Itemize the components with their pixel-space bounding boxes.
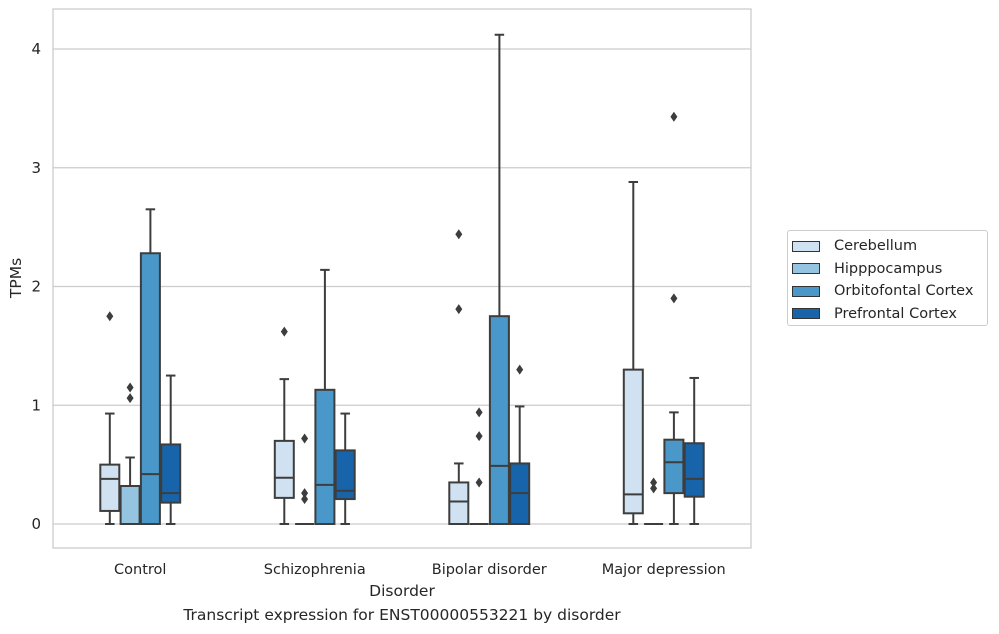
box-plots: [99, 33, 705, 525]
legend-item: Hipppocampus: [792, 258, 987, 281]
box-orbitofontal-cortex: [139, 208, 161, 525]
legend-label: Hipppocampus: [834, 260, 943, 277]
box-hipppocampus: [469, 407, 489, 525]
legend-swatch: [792, 308, 820, 320]
box-hipppocampus: [644, 477, 664, 525]
y-axis-label: TPMs: [7, 258, 25, 299]
box-iqr: [119, 485, 141, 525]
outlier-point: [301, 433, 309, 444]
y-tick-labels: 0 1 2 3 4: [31, 40, 41, 533]
box-orbitofontal-cortex: [488, 33, 510, 525]
box-prefrontal-cortex: [509, 364, 531, 525]
y-tick-label: 0: [31, 515, 41, 533]
x-tick-label: Control: [114, 562, 166, 578]
x-tick-label: Schizophrenia: [264, 562, 366, 578]
outlier-point: [475, 477, 483, 488]
outlier-point: [516, 364, 524, 375]
legend-item: Orbitofontal Cortex: [792, 280, 987, 303]
legend-item: Cerebellum: [792, 235, 987, 258]
y-tick-label: 2: [31, 278, 41, 296]
outlier-point: [301, 488, 309, 499]
outlier-point: [301, 494, 309, 505]
box-orbitofontal-cortex: [663, 111, 685, 525]
box-iqr: [160, 443, 182, 504]
outlier-point: [106, 311, 114, 322]
box-iqr: [683, 442, 705, 498]
outlier-point: [455, 304, 463, 315]
legend-swatch: [792, 285, 820, 297]
box-iqr: [99, 463, 121, 512]
box-prefrontal-cortex: [160, 374, 182, 525]
outlier-point: [670, 111, 678, 122]
outlier-point: [455, 229, 463, 240]
outlier-point: [650, 477, 658, 488]
outlier-point: [126, 382, 134, 393]
outlier-point: [475, 407, 483, 418]
plot-area-frame: [52, 8, 752, 549]
box-cerebellum: [99, 311, 121, 525]
x-tick-label: Major depression: [602, 562, 726, 578]
box-cerebellum: [448, 229, 470, 525]
box-iqr: [448, 481, 470, 525]
box-iqr: [622, 368, 644, 515]
x-tick-labels: Control Schizophrenia Bipolar disorder Majo…: [114, 562, 726, 578]
legend-label: Prefrontal Cortex: [834, 305, 957, 322]
box-cerebellum: [273, 326, 295, 525]
x-tick-label: Bipolar disorder: [432, 562, 547, 578]
chart-caption: Transcript expression for ENST0000055322…: [183, 606, 621, 624]
legend-swatch: [792, 263, 820, 275]
x-axis-label: Disorder: [369, 582, 435, 600]
box-iqr: [314, 388, 336, 525]
legend-label: Cerebellum: [834, 238, 918, 255]
outlier-point: [475, 431, 483, 442]
box-iqr: [334, 449, 356, 501]
legend-label: Orbitofontal Cortex: [834, 283, 974, 300]
legend-item: Prefrontal Cortex: [792, 303, 987, 326]
legend: Cerebellum Hipppocampus Orbitofontal Corte…: [787, 230, 988, 326]
outlier-point: [280, 326, 288, 337]
box-iqr: [663, 438, 685, 495]
y-tick-label: 1: [31, 396, 41, 414]
outlier-point: [670, 293, 678, 304]
box-iqr: [488, 315, 510, 525]
y-tick-label: 4: [31, 40, 41, 58]
box-prefrontal-cortex: [683, 376, 705, 525]
outlier-point: [650, 483, 658, 494]
box-cerebellum: [622, 181, 644, 525]
legend-swatch: [792, 240, 820, 252]
box-iqr: [139, 252, 161, 525]
box-prefrontal-cortex: [334, 412, 356, 525]
box-iqr: [273, 439, 295, 499]
y-tick-label: 3: [31, 159, 41, 177]
outlier-point: [126, 393, 134, 404]
box-orbitofontal-cortex: [314, 268, 336, 525]
box-hipppocampus: [295, 433, 315, 525]
box-hipppocampus: [119, 382, 141, 525]
